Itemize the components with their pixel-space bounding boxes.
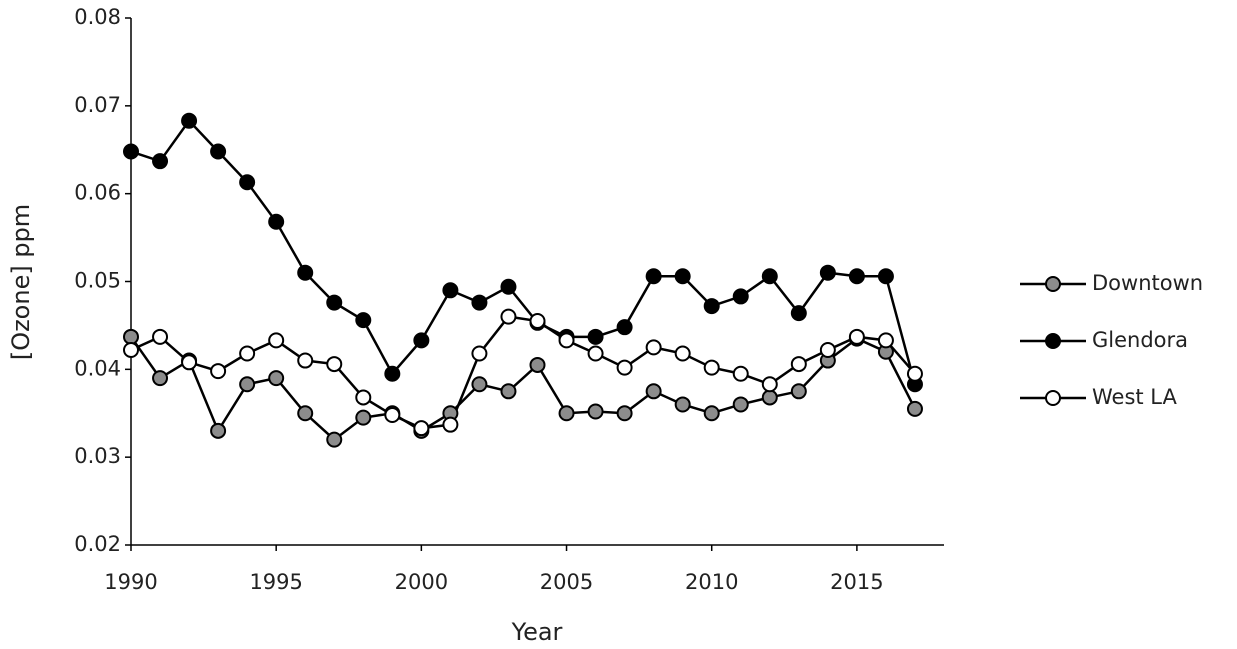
series-line (130, 315, 916, 430)
data-point (587, 345, 604, 362)
data-point (587, 328, 604, 345)
data-point (471, 345, 488, 362)
x-tick-label: 2015 (830, 570, 883, 594)
data-point (616, 359, 633, 376)
data-point (761, 268, 778, 285)
data-point (384, 407, 401, 424)
data-point (123, 328, 139, 345)
data-point (268, 213, 285, 230)
x-tick-label: 2005 (540, 570, 593, 594)
data-point (152, 328, 169, 345)
data-point (297, 264, 314, 281)
x-tick-label: 2000 (395, 570, 448, 594)
data-point (848, 328, 865, 345)
series-line (130, 118, 917, 385)
data-point (442, 416, 459, 433)
data-point (326, 294, 343, 311)
x-axis-label: Year (511, 618, 563, 646)
data-point (790, 356, 807, 373)
data-point (239, 345, 256, 362)
data-point (703, 405, 720, 422)
legend-label: Glendora (1092, 328, 1188, 352)
series-line (129, 336, 917, 442)
data-point (123, 143, 139, 160)
y-tick-label: 0.07 (74, 93, 121, 117)
legend-marker (1045, 276, 1061, 292)
data-point (732, 396, 749, 413)
data-point (210, 363, 227, 380)
data-point (703, 298, 720, 315)
data-point (645, 383, 662, 400)
data-point (558, 405, 575, 422)
legend-marker (1045, 390, 1061, 406)
data-point (297, 352, 314, 369)
data-point (906, 400, 923, 417)
y-tick-label: 0.06 (74, 181, 121, 205)
data-point (790, 383, 807, 400)
data-point (645, 339, 662, 356)
data-point (877, 268, 894, 285)
data-point (413, 332, 430, 349)
data-point (326, 356, 343, 373)
data-point (239, 174, 256, 191)
data-point (500, 383, 517, 400)
data-point (529, 356, 546, 373)
data-point (210, 143, 227, 160)
data-point (181, 112, 198, 129)
data-point (268, 332, 285, 349)
data-point (268, 370, 285, 387)
x-tick-label: 2010 (685, 570, 738, 594)
data-point (413, 420, 430, 437)
data-point (674, 268, 691, 285)
data-point (819, 264, 836, 281)
data-point (819, 342, 836, 359)
data-point (848, 268, 865, 285)
data-point (471, 294, 488, 311)
data-point (616, 405, 633, 422)
data-point (471, 376, 488, 393)
y-tick-label: 0.02 (74, 532, 121, 556)
data-point (674, 396, 691, 413)
data-point (616, 319, 633, 336)
data-point (703, 359, 720, 376)
data-point (210, 422, 227, 439)
data-point (152, 370, 169, 387)
data-point (761, 376, 778, 393)
y-tick-label: 0.04 (74, 356, 121, 380)
data-point (500, 308, 517, 325)
y-tick-label: 0.05 (74, 269, 121, 293)
x-tick-label: 1990 (104, 570, 157, 594)
data-point (674, 345, 691, 362)
y-tick-label: 0.08 (74, 5, 121, 29)
data-point (790, 305, 807, 322)
data-point (877, 332, 894, 349)
x-tick-label: 1995 (249, 570, 302, 594)
legend-label: Downtown (1092, 271, 1203, 295)
data-point (326, 431, 343, 448)
legend-marker (1045, 333, 1061, 349)
data-point (645, 268, 662, 285)
data-point (442, 282, 459, 299)
data-point (500, 278, 517, 295)
data-point (355, 312, 372, 329)
data-point (529, 313, 546, 330)
data-point (355, 409, 372, 426)
data-point (181, 354, 198, 371)
data-point (297, 405, 314, 422)
data-point (384, 365, 401, 382)
data-point (732, 365, 749, 382)
data-point (355, 389, 372, 406)
data-point (558, 332, 575, 349)
y-tick-label: 0.03 (74, 444, 121, 468)
data-point (123, 342, 139, 359)
legend-label: West LA (1092, 385, 1177, 409)
data-point (152, 153, 169, 170)
data-point (906, 365, 923, 382)
data-point (761, 389, 778, 406)
y-axis-label: [Ozone] ppm (7, 204, 35, 360)
data-point (732, 288, 749, 305)
data-point (587, 403, 604, 420)
data-point (239, 376, 256, 393)
